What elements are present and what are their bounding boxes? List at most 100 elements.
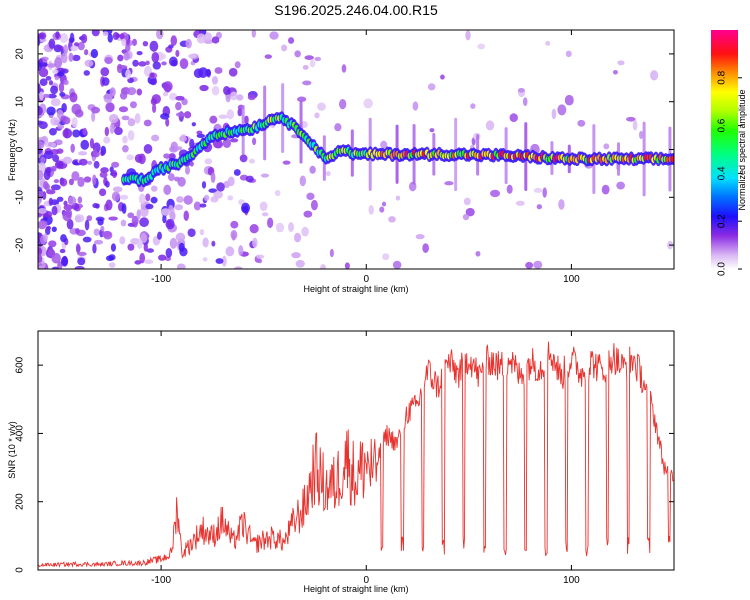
spectrogram-noise-blob [247,94,256,101]
spectrogram-noise-blob [214,140,224,149]
spectrogram-noise-blob [178,242,185,252]
spectrogram-noise-blob [100,67,110,77]
spectrogram-noise-blob [61,103,67,113]
spectrogram-noise-blob [175,232,186,242]
snr-x-tick-label: 100 [563,575,580,586]
spectrogram-noise-blob [160,53,166,60]
spectrogram-noise-blob [122,135,128,144]
spectrogram-noise-blob [77,41,85,51]
spectrogram-noise-blob [341,64,347,73]
spectrogram-noise-blob [38,67,49,78]
spectrogram-noise-blob [150,196,158,204]
spectrogram-noise-blob [80,33,88,44]
spectrogram-noise-blob [209,115,218,124]
spectrogram-noise-blob [170,35,178,46]
spectrogram-noise-blob [103,230,113,240]
spectrogram-noise-blob [101,77,110,86]
spectrogram-noise-blob [294,50,301,58]
spectrogram-noise-blob [558,199,565,210]
spectrogram-noise-blob [124,44,131,52]
spectrogram-noise-blob [92,243,97,254]
snr-series-line [38,341,674,568]
spectrogram-noise-blob [145,60,150,66]
spectrogram-noise-blob [288,37,295,44]
spectrogram-noise-blob [145,203,154,210]
spectrogram-noise-blob [152,103,157,114]
spectrogram-noise-blob [218,114,228,119]
spectrogram-noise-blob [215,258,224,264]
spectrogram-noise-blob [43,180,49,190]
spectrogram-noise-blob [202,237,209,248]
spectrogram-noise-blob [294,232,302,243]
spectrogram-y-tick-label: 20 [15,48,26,60]
snr-panel: 0 200 400 600 -100 0 100 Height of straight l… [7,330,675,594]
spectrogram-noise-blob [259,201,268,212]
spectrogram-noise-blob [329,248,334,258]
spectrogram-noise-blob [116,63,123,74]
spectrogram-noise-blob [146,248,154,253]
spectrogram-noise-blob [187,53,197,59]
spectrogram-noise-blob [75,243,81,254]
spectrogram-noise-blob [114,126,123,136]
spectrogram-noise-blob [77,196,83,204]
spectrogram-noise-blob [214,67,223,74]
spectrogram-noise-blob [165,118,170,127]
spectrogram-noise-blob [275,222,285,233]
spectrogram-noise-blob [230,220,239,229]
spectrogram-noise-blob [48,240,57,248]
spectrogram-noise-blob [109,123,115,134]
spectrogram-noise-blob [257,258,263,264]
spectrogram-noise-blob [363,98,373,109]
spectrogram-noise-blob [244,115,249,125]
spectrogram-y-ticks: -20 -10 0 10 20 [15,48,674,252]
spectrogram-noise-blob [51,142,57,149]
spectrogram-noise-blob [61,255,68,266]
spectrogram-noise-blob [68,37,75,43]
spectrogram-noise-blob [139,252,146,264]
spectrogram-noise-blob [245,175,254,183]
spectrogram-noise-blob [260,173,270,178]
spectrogram-noise-blob [60,234,67,243]
spectrogram-noise-blob [196,133,206,138]
spectrogram-noise-blob [51,205,58,216]
spectrogram-noise-blob [86,215,93,222]
spectrogram-noise-blob [111,161,120,168]
spectrogram-noise-blob [92,174,97,186]
spectrogram-noise-blob [522,97,528,107]
spectrogram-noise-blob [63,204,73,211]
spectrogram-noise-blob [57,124,65,130]
spectrogram-noise-blob [183,195,193,205]
spectrogram-noise-blob [68,52,74,62]
spectrogram-noise-blob [151,94,161,104]
spectrogram-noise-blob [69,92,78,103]
spectrogram-noise-blob [304,55,314,60]
spectrogram-noise-blob [59,91,66,97]
spectrogram-noise-blob [70,143,75,153]
spectrogram-noise-blob [38,247,43,256]
spectrogram-noise-blob [149,78,157,86]
spectrogram-noise-blob [189,138,195,149]
spectrogram-noise-blob [626,116,636,122]
spectrogram-y-tick-label: 0 [15,146,26,152]
spectrogram-noise-blob [169,211,176,221]
spectrogram-noise-blob [415,234,425,240]
colorbar-tick-label: 0.4 [717,166,728,180]
spectrogram-noise-blob [334,123,342,132]
spectrogram-noise-blob [82,127,88,136]
spectrogram-noise-blob [201,181,207,189]
spectrogram-noise-blob [93,149,98,158]
spectrogram-noise-blob [392,260,402,269]
spectrogram-noise-blob [465,207,475,217]
spectrogram-noise-blob [143,119,152,127]
spectrogram-noise-blob [83,176,92,183]
spectrogram-noise-blob [440,74,445,80]
spectrogram-y-tick-label: -20 [15,237,26,252]
spectrogram-noise-blob [158,254,167,261]
spectrogram-noise-blob [40,156,46,163]
spectrogram-noise-blob [252,137,257,146]
spectrogram-noise-blob [126,87,137,96]
spectrogram-noise-blob [46,189,56,195]
spectrogram-noise-blob [175,112,186,117]
spectrogram-noise-blob [533,187,543,194]
